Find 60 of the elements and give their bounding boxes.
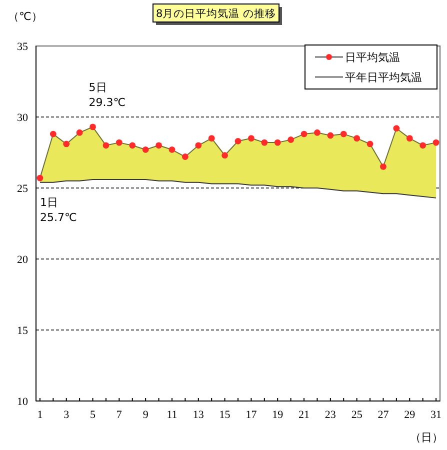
point — [288, 136, 294, 143]
y-tick-label: 10 — [17, 396, 28, 408]
x-tick-label: 23 — [324, 409, 336, 421]
x-tick-label: 15 — [219, 409, 231, 421]
point — [248, 135, 254, 142]
y-tick-label: 35 — [17, 41, 28, 53]
point — [314, 129, 320, 136]
point — [327, 132, 334, 139]
point — [393, 125, 400, 132]
x-tick-label: 5 — [90, 409, 96, 421]
x-tick-label: 11 — [166, 409, 178, 421]
annotation: 5日 29.3℃ — [88, 80, 126, 109]
y-tick-label: 25 — [17, 183, 28, 195]
y-tick-label: 20 — [17, 254, 28, 266]
point — [129, 142, 136, 149]
point — [340, 130, 347, 138]
point — [102, 142, 110, 149]
x-tick-label: 19 — [272, 409, 284, 421]
point — [420, 142, 426, 149]
legend-label: 平年日平均気温 — [345, 71, 422, 84]
y-axis-title: （℃） — [8, 10, 42, 23]
point — [63, 140, 70, 148]
point — [76, 129, 83, 136]
point — [116, 139, 122, 146]
point — [50, 130, 56, 138]
point — [261, 139, 268, 146]
point — [234, 138, 242, 144]
point — [36, 174, 44, 182]
point — [222, 152, 228, 159]
x-tick-label: 25 — [351, 409, 363, 421]
x-tick-label: 1 — [37, 409, 43, 421]
point — [300, 130, 308, 138]
x-tick-label: 29 — [404, 409, 416, 421]
point — [432, 139, 440, 146]
point — [156, 142, 162, 149]
point — [195, 142, 202, 149]
y-tick-label: 15 — [17, 325, 28, 337]
x-tick-label: 7 — [116, 409, 122, 421]
point — [380, 164, 386, 170]
point — [274, 139, 281, 146]
x-axis-title: （日） — [410, 431, 443, 444]
x-tick-label: 31 — [430, 409, 442, 421]
point — [354, 135, 360, 142]
x-tick-label: 21 — [298, 409, 310, 421]
legend-label: 日平均気温 — [345, 51, 400, 64]
y-tick-label: 30 — [17, 112, 28, 124]
x-tick-label: 13 — [192, 409, 204, 421]
point — [182, 154, 188, 160]
point — [168, 146, 176, 153]
chart-title: 8月の日平均気温 の推移 — [156, 8, 276, 20]
x-tick-label: 3 — [64, 409, 70, 421]
point — [90, 124, 96, 130]
x-tick-label: 17 — [246, 409, 258, 421]
point — [142, 146, 149, 153]
point — [406, 135, 413, 142]
x-tick-label: 27 — [378, 409, 390, 421]
point — [366, 140, 374, 148]
annotation: 1日 25.7℃ — [40, 196, 77, 224]
point — [208, 135, 215, 142]
x-tick-label: 9 — [142, 409, 149, 421]
